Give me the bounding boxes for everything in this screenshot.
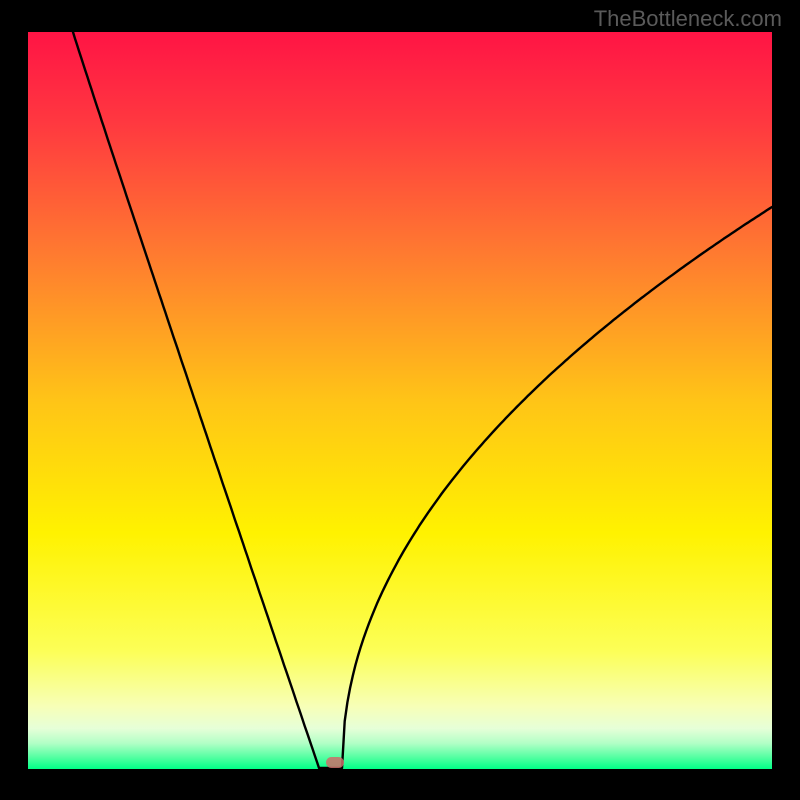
optimal-point-marker (326, 757, 344, 768)
chart-plot-area (28, 32, 772, 769)
curve-path (73, 32, 772, 768)
bottleneck-curve (28, 32, 772, 769)
watermark-text: TheBottleneck.com (594, 6, 782, 32)
